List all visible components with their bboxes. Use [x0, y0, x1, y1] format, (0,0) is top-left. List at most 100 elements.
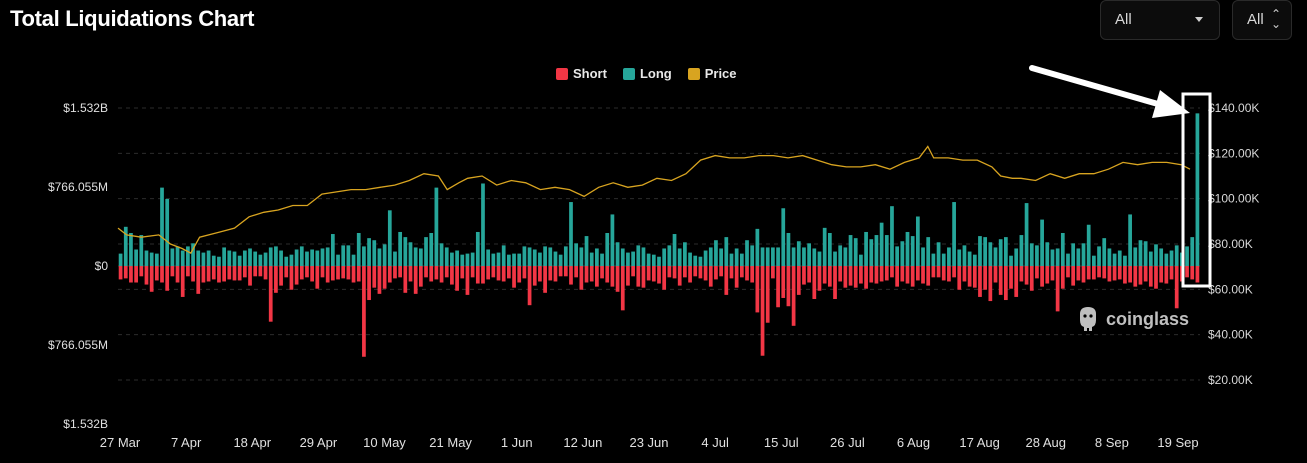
- x-tick-label: 18 Apr: [233, 435, 271, 450]
- long-bar: [1112, 253, 1117, 266]
- short-bar: [776, 266, 780, 308]
- long-bar: [496, 252, 501, 266]
- short-bar: [522, 266, 527, 279]
- short-bar: [387, 266, 392, 283]
- long-bar: [745, 240, 749, 266]
- long-bar: [651, 254, 656, 266]
- short-bar: [227, 266, 232, 280]
- long-bar: [356, 233, 361, 266]
- short-bar: [367, 266, 371, 301]
- short-bar: [470, 266, 475, 278]
- short-bar: [444, 266, 449, 278]
- long-bar: [983, 237, 988, 266]
- short-bar: [253, 266, 258, 277]
- long-bar: [481, 183, 485, 266]
- short-bars: [118, 266, 1200, 357]
- long-bar: [144, 250, 149, 266]
- short-bar: [1081, 266, 1086, 283]
- long-bar: [807, 243, 811, 266]
- long-bar: [548, 247, 553, 266]
- short-bar: [1159, 266, 1164, 283]
- short-bar: [926, 266, 931, 286]
- long-bar: [915, 216, 920, 266]
- short-bar: [486, 266, 491, 280]
- short-bar: [672, 266, 677, 279]
- coin-select[interactable]: All ⌃ ⌄: [1232, 0, 1292, 40]
- short-bar: [351, 266, 356, 283]
- short-bar: [714, 266, 718, 280]
- short-bar: [512, 266, 516, 288]
- short-bar: [548, 266, 553, 281]
- short-bar: [998, 266, 1003, 295]
- long-bar: [123, 226, 128, 266]
- short-bar: [258, 266, 263, 277]
- long-bar: [610, 214, 615, 266]
- long-bar: [620, 248, 625, 266]
- legend-item-long[interactable]: Long: [622, 66, 672, 81]
- long-bar: [227, 250, 232, 266]
- short-bar: [1024, 266, 1029, 285]
- short-bar: [957, 266, 962, 290]
- short-bar: [1045, 266, 1050, 284]
- long-bar: [1164, 253, 1169, 266]
- legend-item-short[interactable]: Short: [556, 66, 607, 81]
- long-bar: [362, 246, 366, 266]
- short-bar: [755, 266, 760, 313]
- long-bar: [149, 252, 154, 266]
- long-bar: [1004, 237, 1008, 266]
- short-bar: [610, 266, 615, 287]
- short-bar: [900, 266, 905, 282]
- short-bar: [807, 266, 811, 283]
- long-bar: [1081, 243, 1086, 266]
- short-bar: [1092, 266, 1096, 280]
- long-bar: [180, 250, 185, 266]
- long-bar: [1086, 224, 1091, 266]
- short-bar: [455, 266, 459, 291]
- time-range-select[interactable]: All: [1100, 0, 1220, 40]
- short-bar: [201, 266, 206, 283]
- long-bar: [553, 251, 558, 266]
- short-bar: [175, 266, 180, 283]
- long-bar: [605, 233, 610, 266]
- short-bar: [294, 266, 299, 285]
- page-title: Total Liquidations Chart: [10, 6, 255, 31]
- short-bar: [149, 266, 154, 292]
- sort-updown-icon: ⌃ ⌄: [1270, 7, 1281, 31]
- short-bar: [191, 266, 195, 282]
- long-bar: [403, 237, 408, 266]
- short-bar: [843, 266, 848, 288]
- short-bar: [1019, 266, 1024, 282]
- long-bar: [279, 250, 283, 266]
- short-bar: [496, 266, 501, 281]
- long-bar: [584, 236, 589, 266]
- long-bar: [444, 247, 449, 266]
- long-bar: [268, 247, 273, 266]
- short-bar: [1102, 266, 1107, 279]
- short-bar: [802, 266, 806, 285]
- x-axis: 27 Mar 7 Apr 18 Apr 29 Apr 10 May 21 May 1 Jun…: [100, 435, 1199, 450]
- long-bar: [641, 247, 646, 266]
- short-bar: [1148, 266, 1153, 287]
- short-bar: [527, 266, 532, 306]
- long-bar: [134, 249, 138, 266]
- short-bar: [196, 266, 201, 294]
- long-bar: [993, 247, 998, 266]
- y-right-tick-label: $80.00K: [1208, 237, 1253, 251]
- y-axis-right: $140.00K $120.00K $100.00K $80.00K $60.00K $4…: [1208, 101, 1259, 387]
- short-bar: [543, 266, 547, 293]
- long-bar: [201, 252, 206, 266]
- long-bar: [418, 248, 423, 266]
- long-bar: [833, 251, 837, 266]
- long-bar: [874, 235, 879, 266]
- long-bar: [170, 248, 175, 266]
- short-bar: [206, 266, 211, 282]
- short-bar: [289, 266, 294, 290]
- short-bar: [869, 266, 874, 283]
- long-bar: [558, 254, 563, 266]
- short-bar: [1035, 266, 1039, 279]
- long-bar: [817, 251, 822, 266]
- legend-item-price[interactable]: Price: [687, 66, 737, 81]
- short-bar: [299, 266, 304, 280]
- long-bar: [802, 247, 806, 266]
- long-bar: [217, 256, 221, 266]
